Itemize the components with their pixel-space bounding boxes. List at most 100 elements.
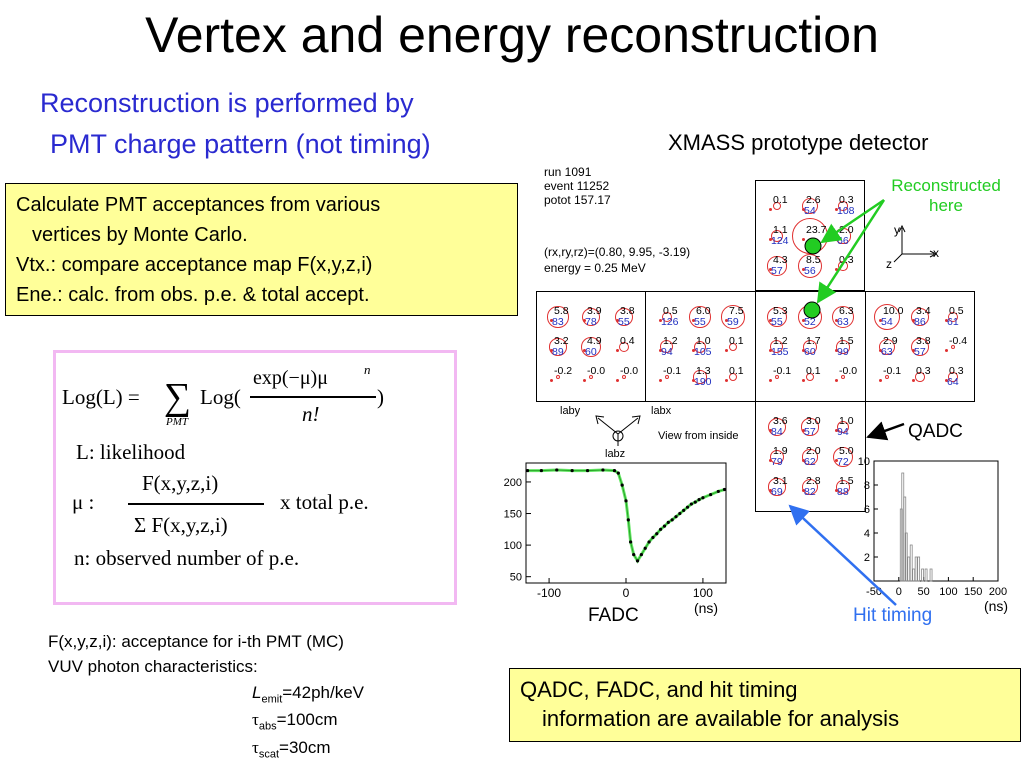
- pmt-dot: [583, 379, 586, 382]
- pmt-charge-value: 1.0: [839, 415, 854, 427]
- pmt-dot: [835, 379, 838, 382]
- pmt-dot: [692, 379, 695, 382]
- fadc-data-point: [616, 471, 620, 475]
- fadc-data-point: [662, 524, 667, 528]
- pmt-hit-circle: [622, 375, 626, 379]
- pmt-dot: [659, 349, 662, 352]
- event-number: event 11252: [544, 179, 610, 193]
- pmt-timing-value: 54: [881, 316, 893, 328]
- pmt-timing-value: 56: [804, 265, 816, 277]
- fadc-data-point: [555, 468, 559, 472]
- pmt-charge-value: 0.5: [949, 305, 964, 317]
- calc-line-2: vertices by Monte Carlo.: [32, 224, 248, 246]
- pmt-timing-value: 63: [881, 346, 893, 358]
- arrow-reconstructed-top: [820, 198, 885, 244]
- fadc-ytick-label: 150: [504, 509, 522, 521]
- pmt-timing-value: 78: [585, 316, 597, 328]
- subtitle-line-2: PMT charge pattern (not timing): [50, 129, 431, 159]
- pmt-timing-value: 155: [771, 346, 789, 358]
- pmt-timing-value: 69: [771, 486, 783, 498]
- fadc-data-point: [585, 468, 590, 473]
- hit-histogram-bar: [929, 568, 933, 582]
- axis-z-label: z: [886, 257, 892, 271]
- pmt-dot: [835, 268, 838, 271]
- pmt-charge-value: 3.9: [587, 305, 602, 317]
- pmt-dot: [835, 459, 838, 462]
- fadc-data-point: [701, 496, 705, 500]
- fadc-data-point: [539, 468, 543, 473]
- pmt-hit-circle: [618, 341, 630, 353]
- pmt-dot: [835, 429, 838, 432]
- pmt-charge-value: 5.0: [839, 445, 854, 457]
- pmt-charge-value: 1.7: [806, 335, 821, 347]
- vertex-coordinates: (rx,ry,rz)=(0.80, 9.95, -3.19): [544, 245, 691, 259]
- pmt-charge-value: 6.0: [696, 305, 711, 317]
- hit-histogram-bar: [914, 556, 918, 582]
- view-axes-icon: [595, 415, 641, 446]
- note-acceptance: F(x,y,z,i): acceptance for i-th PMT (MC): [48, 632, 344, 651]
- pmt-timing-value: 126: [661, 316, 679, 328]
- pmt-dot: [835, 349, 838, 352]
- pmt-hit-circle: [728, 372, 737, 381]
- pmt-charge-value: -0.1: [773, 365, 792, 377]
- pmt-charge-value: 5.8: [554, 305, 569, 317]
- pmt-dot: [802, 379, 805, 382]
- n-definition: n: observed number of p.e.: [74, 546, 300, 570]
- pmt-hit-circle: [721, 305, 745, 329]
- pmt-timing-value: 63: [837, 316, 849, 328]
- log-open: Log(: [200, 385, 241, 409]
- pmt-hit-circle: [836, 420, 850, 434]
- pmt-charge-value: 6.3: [839, 305, 854, 317]
- fadc-data-point: [612, 468, 617, 473]
- here-text: here: [928, 196, 964, 215]
- pmt-hit-circle: [841, 375, 845, 379]
- subtitle-line-1: Reconstruction is performed by: [40, 88, 414, 118]
- fadc-trace-highlight: [527, 468, 725, 564]
- pmt-charge-value: -0.0: [587, 365, 606, 377]
- qadc-label: QADC: [908, 421, 963, 442]
- label-labx: labx: [651, 405, 672, 417]
- pmt-dot: [692, 349, 695, 352]
- pmt-timing-value: 94: [837, 426, 849, 438]
- mu-label: μ :: [72, 490, 95, 514]
- hit-xtick-label: 150: [964, 586, 982, 598]
- pmt-hit-circle: [873, 303, 901, 331]
- fadc-xtick-label: -100: [537, 586, 561, 600]
- pmt-timing-value: 79: [771, 456, 783, 468]
- pmt-dot: [802, 208, 805, 211]
- pmt-charge-value: 5.3: [773, 305, 788, 317]
- pmt-charge-value: 2.0: [806, 445, 821, 457]
- pmt-charge-value: 1.3: [696, 365, 711, 377]
- pmt-hit-circle: [797, 253, 823, 279]
- fadc-data-point: [666, 520, 670, 524]
- fadc-data-point: [722, 487, 727, 492]
- pmt-charge-value: 3.6: [773, 415, 788, 427]
- pmt-charge-value: 2.9: [883, 335, 898, 347]
- calc-line-4: Ene.: calc. from obs. p.e. & total accep…: [16, 284, 370, 306]
- fadc-data-point: [655, 532, 659, 536]
- pmt-hit-circle: [770, 229, 784, 243]
- calculation-summary-box: Calculate PMT acceptances from various v…: [5, 183, 518, 316]
- label-labz: labz: [605, 448, 626, 460]
- pmt-timing-value: 60: [585, 346, 597, 358]
- tau-abs-sub: abs: [258, 720, 277, 733]
- pmt-hit-circle: [665, 375, 669, 379]
- pmt-dot: [802, 349, 805, 352]
- pmt-hit-circle: [885, 375, 889, 379]
- run-number: run 1091: [544, 165, 592, 179]
- tau-scat-symbol: τ: [252, 738, 259, 757]
- log-close: ): [377, 385, 384, 409]
- pmt-timing-value: 88: [837, 486, 849, 498]
- pmt-dot: [769, 429, 772, 432]
- arrow-qadc: [866, 421, 905, 441]
- pmt-charge-value: 8.5: [806, 254, 821, 266]
- pmt-charge-value: 0.4: [620, 335, 635, 347]
- hit-xtick-label: 0: [896, 586, 902, 598]
- pmt-dot: [550, 349, 553, 352]
- pmt-charge-value: 1.5: [839, 335, 854, 347]
- potot-value: potot 157.17: [544, 193, 611, 207]
- pmt-timing-value: 57: [914, 346, 926, 358]
- axis-y-label: y: [894, 223, 900, 237]
- pmt-charge-value: 0.3: [949, 365, 964, 377]
